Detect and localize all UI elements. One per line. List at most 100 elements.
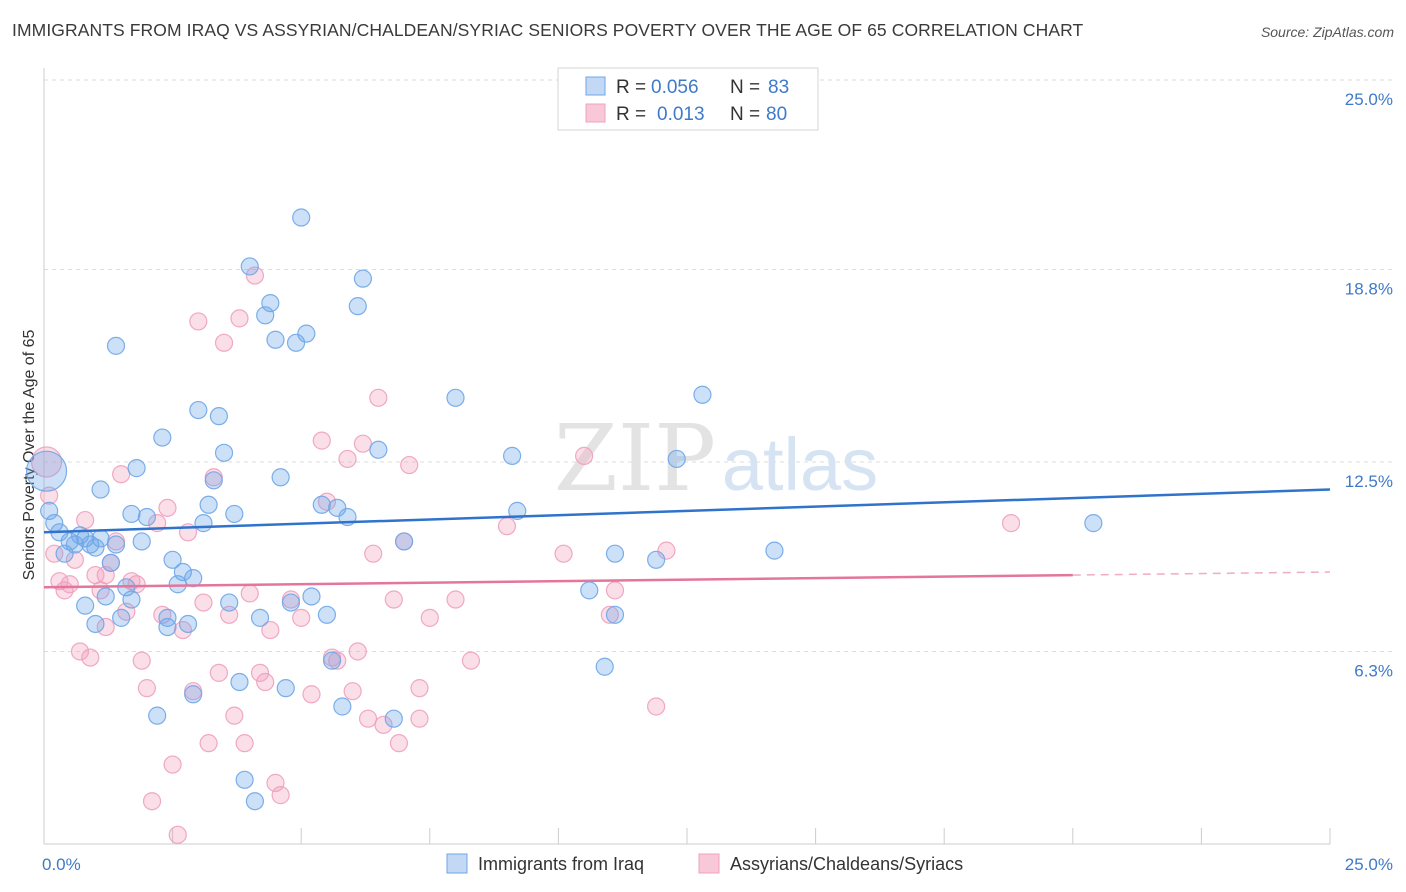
iraq-point-11 xyxy=(91,529,110,548)
assyrians-point-0 xyxy=(30,446,63,478)
iraq-point-62 xyxy=(328,498,347,517)
assyrians-point-21 xyxy=(142,792,162,811)
assyrians-point-78 xyxy=(353,434,373,453)
bottom-legend-label-iraq: Immigrants from Iraq xyxy=(478,854,644,874)
assyrians-point-37 xyxy=(225,706,244,725)
iraq-point-38 xyxy=(199,495,218,514)
y-tick-label-2: 18.8% xyxy=(1345,279,1393,298)
iraq-point-48 xyxy=(250,608,270,627)
iraq-point-44 xyxy=(230,672,249,692)
assyrians-point-32 xyxy=(199,734,218,753)
iraq-point-51 xyxy=(266,330,285,349)
assyrians-point-67 xyxy=(420,608,439,627)
iraq-point-36 xyxy=(189,400,208,420)
assyrians-point-57 xyxy=(358,709,378,728)
legend-n-value-1: 83 xyxy=(768,77,789,98)
series-iraq-points xyxy=(25,208,1103,811)
iraq-point-42 xyxy=(220,593,239,612)
x-tick-label-0: 0.0% xyxy=(42,855,81,874)
iraq-point-37 xyxy=(194,514,213,533)
legend-n-label-1: N = xyxy=(730,77,760,98)
legend-swatch-assyrians xyxy=(585,103,606,123)
iraq-point-47 xyxy=(245,792,265,811)
iraq-point-63 xyxy=(333,697,352,716)
assyrians-point-3 xyxy=(50,572,69,591)
assyrians-point-34 xyxy=(209,663,228,682)
assyrians-point-44 xyxy=(261,620,280,640)
trend-lines xyxy=(43,488,1331,589)
iraq-point-70 xyxy=(446,388,465,407)
assyrians-point-54 xyxy=(338,449,357,469)
assyrians-point-66 xyxy=(410,679,429,698)
assyrians-point-77 xyxy=(1001,514,1021,533)
assyrians-point-51 xyxy=(317,492,337,511)
assyrians-point-74 xyxy=(600,605,619,624)
assyrians-point-19 xyxy=(132,651,151,670)
iraq-point-66 xyxy=(353,269,373,288)
iraq-point-71 xyxy=(503,446,522,465)
assyrians-point-68 xyxy=(446,590,465,609)
iraq-point-9 xyxy=(81,535,100,554)
iraq-point-6 xyxy=(65,535,84,554)
iraq-point-65 xyxy=(348,297,367,316)
assyrians-point-58 xyxy=(364,544,383,563)
iraq-point-30 xyxy=(173,562,192,582)
legend-swatch-iraq xyxy=(585,76,606,96)
iraq-point-50 xyxy=(261,293,280,313)
iraq-point-19 xyxy=(127,459,146,478)
assyrians-point-73 xyxy=(575,446,594,465)
assyrians-point-64 xyxy=(400,455,419,475)
watermark-zip: ZIP xyxy=(554,405,716,512)
assyrians-point-62 xyxy=(389,734,409,753)
iraq-point-55 xyxy=(286,333,306,352)
iraq-point-75 xyxy=(605,544,625,563)
legend-r-value-1: 0.056 xyxy=(651,77,699,98)
watermark-atlas: atlas xyxy=(722,423,878,506)
assyrians-point-20 xyxy=(137,679,156,698)
trend-line-assyrians xyxy=(43,573,1073,589)
assyrians-point-26 xyxy=(168,825,187,844)
iraq-point-80 xyxy=(765,541,784,560)
bottom-legend: Immigrants from Iraq Assyrians/Chaldeans… xyxy=(446,853,963,874)
assyrians-point-71 xyxy=(554,544,573,563)
iraq-point-61 xyxy=(322,651,342,670)
iraq-point-25 xyxy=(132,532,151,551)
iraq-point-26 xyxy=(153,428,172,447)
iraq-point-76 xyxy=(605,605,625,624)
legend-r-label-2: R = xyxy=(616,104,646,125)
grid-lines xyxy=(44,79,1394,652)
assyrians-point-50 xyxy=(312,431,331,450)
assyrians-point-41 xyxy=(245,266,265,285)
iraq-point-78 xyxy=(667,449,686,469)
y-tick-label-1: 12.5% xyxy=(1345,472,1393,491)
assyrians-point-24 xyxy=(158,498,177,517)
assyrians-point-30 xyxy=(189,312,208,331)
assyrians-point-2 xyxy=(45,544,64,563)
y-tick-label-0: 6.3% xyxy=(1354,661,1393,680)
iraq-point-53 xyxy=(276,679,295,698)
iraq-point-15 xyxy=(76,596,95,615)
iraq-point-20 xyxy=(137,507,156,527)
assyrians-point-70 xyxy=(497,517,517,536)
iraq-point-13 xyxy=(101,553,120,572)
assyrians-point-69 xyxy=(461,651,481,670)
iraq-point-67 xyxy=(369,440,388,459)
iraq-point-57 xyxy=(297,324,316,343)
iraq-point-73 xyxy=(580,581,599,600)
assyrians-point-61 xyxy=(384,590,403,609)
iraq-point-52 xyxy=(271,468,290,487)
iraq-point-35 xyxy=(184,685,203,704)
assyrians-point-48 xyxy=(292,608,311,627)
iraq-point-77 xyxy=(647,550,666,569)
iraq-point-74 xyxy=(595,657,614,676)
assyrians-point-39 xyxy=(235,734,254,753)
iraq-point-32 xyxy=(184,569,203,588)
iraq-point-39 xyxy=(204,471,223,490)
assyrians-point-6 xyxy=(65,550,84,569)
iraq-point-72 xyxy=(508,501,527,520)
assyrians-point-25 xyxy=(163,755,182,774)
assyrians-point-49 xyxy=(302,685,321,704)
iraq-point-40 xyxy=(209,407,228,426)
iraq-point-60 xyxy=(317,605,337,624)
